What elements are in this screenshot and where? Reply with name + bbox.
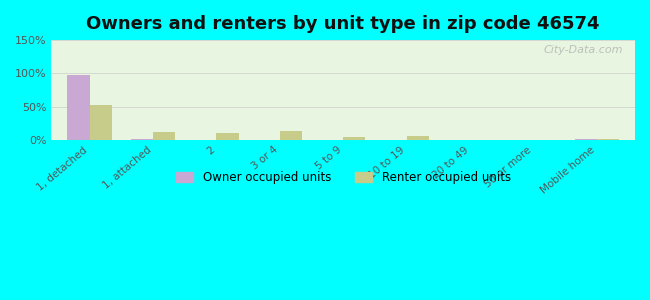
Bar [575,139,597,140]
Bar [90,105,112,140]
Bar [280,130,302,140]
Text: City-Data.com: City-Data.com [544,45,623,55]
Bar [216,133,239,140]
Bar [68,75,90,140]
Bar [407,136,429,140]
Legend: Owner occupied units, Renter occupied units: Owner occupied units, Renter occupied un… [171,167,515,189]
Bar [131,139,153,140]
Title: Owners and renters by unit type in zip code 46574: Owners and renters by unit type in zip c… [86,15,600,33]
Bar [153,132,175,140]
Bar [597,139,619,140]
Bar [343,136,365,140]
